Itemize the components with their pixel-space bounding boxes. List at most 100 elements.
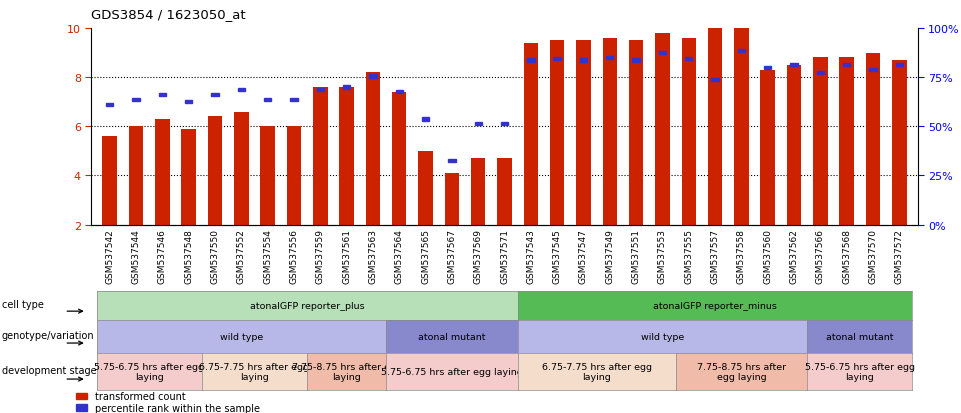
Bar [471, 159, 485, 225]
Bar [155, 120, 169, 225]
Text: GSM537556: GSM537556 [289, 228, 299, 283]
Bar [106, 103, 113, 107]
Text: atonalGFP reporter_minus: atonalGFP reporter_minus [653, 301, 777, 310]
Bar [497, 159, 512, 225]
Text: GSM537567: GSM537567 [448, 228, 456, 283]
Bar [445, 173, 459, 225]
Text: GSM537565: GSM537565 [421, 228, 431, 283]
Bar [369, 75, 377, 78]
Bar [628, 41, 643, 225]
Bar [760, 71, 775, 225]
Bar [339, 88, 354, 225]
Bar [658, 52, 666, 55]
Text: cell type: cell type [2, 299, 43, 309]
Bar [448, 160, 456, 163]
Text: 6.75-7.75 hrs after egg
laying: 6.75-7.75 hrs after egg laying [200, 362, 309, 381]
Bar [813, 58, 827, 225]
Bar [501, 123, 508, 126]
Bar [422, 118, 430, 121]
Text: GSM537559: GSM537559 [316, 228, 325, 283]
Bar [632, 59, 640, 62]
Text: GSM537553: GSM537553 [658, 228, 667, 283]
Text: atonal mutant: atonal mutant [418, 332, 485, 341]
Text: GSM537563: GSM537563 [368, 228, 378, 283]
Bar [475, 123, 481, 126]
Text: GSM537545: GSM537545 [553, 228, 561, 283]
Bar [892, 61, 906, 225]
Bar [234, 112, 249, 225]
Text: wild type: wild type [641, 332, 684, 341]
Bar [790, 64, 798, 67]
Text: GSM537555: GSM537555 [684, 228, 693, 283]
Text: GSM537560: GSM537560 [763, 228, 773, 283]
Text: GSM537568: GSM537568 [842, 228, 851, 283]
Text: GSM537564: GSM537564 [395, 228, 404, 283]
Text: GSM537569: GSM537569 [474, 228, 482, 283]
Bar [129, 127, 143, 225]
Text: GSM537572: GSM537572 [895, 228, 904, 283]
Text: GSM537571: GSM537571 [500, 228, 509, 283]
Bar [550, 41, 564, 225]
Bar [866, 53, 880, 225]
Bar [817, 71, 824, 75]
Bar [606, 57, 613, 60]
Bar [316, 89, 324, 92]
Text: GSM537550: GSM537550 [210, 228, 219, 283]
Text: 5.75-6.75 hrs after egg
laying: 5.75-6.75 hrs after egg laying [805, 362, 915, 381]
Text: development stage: development stage [2, 365, 96, 375]
Text: GSM537542: GSM537542 [105, 228, 114, 283]
Bar [103, 137, 117, 225]
Text: atonalGFP reporter_plus: atonalGFP reporter_plus [250, 301, 364, 310]
Text: atonal mutant: atonal mutant [826, 332, 894, 341]
Bar [290, 98, 298, 102]
Bar [159, 93, 166, 97]
Text: 6.75-7.75 hrs after egg
laying: 6.75-7.75 hrs after egg laying [542, 362, 652, 381]
Bar [524, 44, 538, 225]
Bar [738, 50, 745, 52]
Bar [577, 41, 591, 225]
Bar [366, 73, 381, 225]
Bar [554, 58, 561, 61]
Bar [603, 39, 617, 225]
Bar [840, 58, 854, 225]
Text: GSM537566: GSM537566 [816, 228, 825, 283]
Bar [579, 59, 587, 62]
Text: GSM537549: GSM537549 [605, 228, 614, 283]
Bar [237, 89, 245, 92]
Text: GSM537554: GSM537554 [263, 228, 272, 283]
Text: 7.75-8.75 hrs after
egg laying: 7.75-8.75 hrs after egg laying [697, 362, 786, 381]
Bar [264, 98, 271, 102]
Bar [734, 29, 749, 225]
Text: GSM537547: GSM537547 [579, 228, 588, 283]
Text: GSM537552: GSM537552 [236, 228, 246, 283]
Bar [896, 64, 903, 67]
Bar [708, 29, 723, 225]
Bar [260, 127, 275, 225]
Text: GSM537562: GSM537562 [790, 228, 799, 283]
Bar [182, 129, 196, 225]
Bar [843, 64, 850, 67]
Bar [211, 93, 219, 97]
Text: GSM537551: GSM537551 [631, 228, 641, 283]
Bar [787, 66, 801, 225]
Text: GSM537570: GSM537570 [869, 228, 877, 283]
Text: wild type: wild type [220, 332, 263, 341]
Bar [133, 98, 139, 102]
Bar [685, 58, 693, 61]
Bar [185, 101, 192, 104]
Text: 7.75-8.75 hrs after egg
laying: 7.75-8.75 hrs after egg laying [291, 362, 402, 381]
Text: GSM537558: GSM537558 [737, 228, 746, 283]
Text: GSM537544: GSM537544 [132, 228, 140, 283]
Text: genotype/variation: genotype/variation [2, 330, 94, 340]
Text: GSM537546: GSM537546 [158, 228, 167, 283]
Bar [681, 39, 696, 225]
Bar [77, 404, 86, 411]
Text: GSM537548: GSM537548 [185, 228, 193, 283]
Text: GDS3854 / 1623050_at: GDS3854 / 1623050_at [91, 8, 246, 21]
Text: percentile rank within the sample: percentile rank within the sample [95, 403, 260, 413]
Bar [208, 117, 222, 225]
Bar [870, 69, 876, 72]
Bar [418, 152, 432, 225]
Text: GSM537561: GSM537561 [342, 228, 351, 283]
Bar [711, 79, 719, 82]
